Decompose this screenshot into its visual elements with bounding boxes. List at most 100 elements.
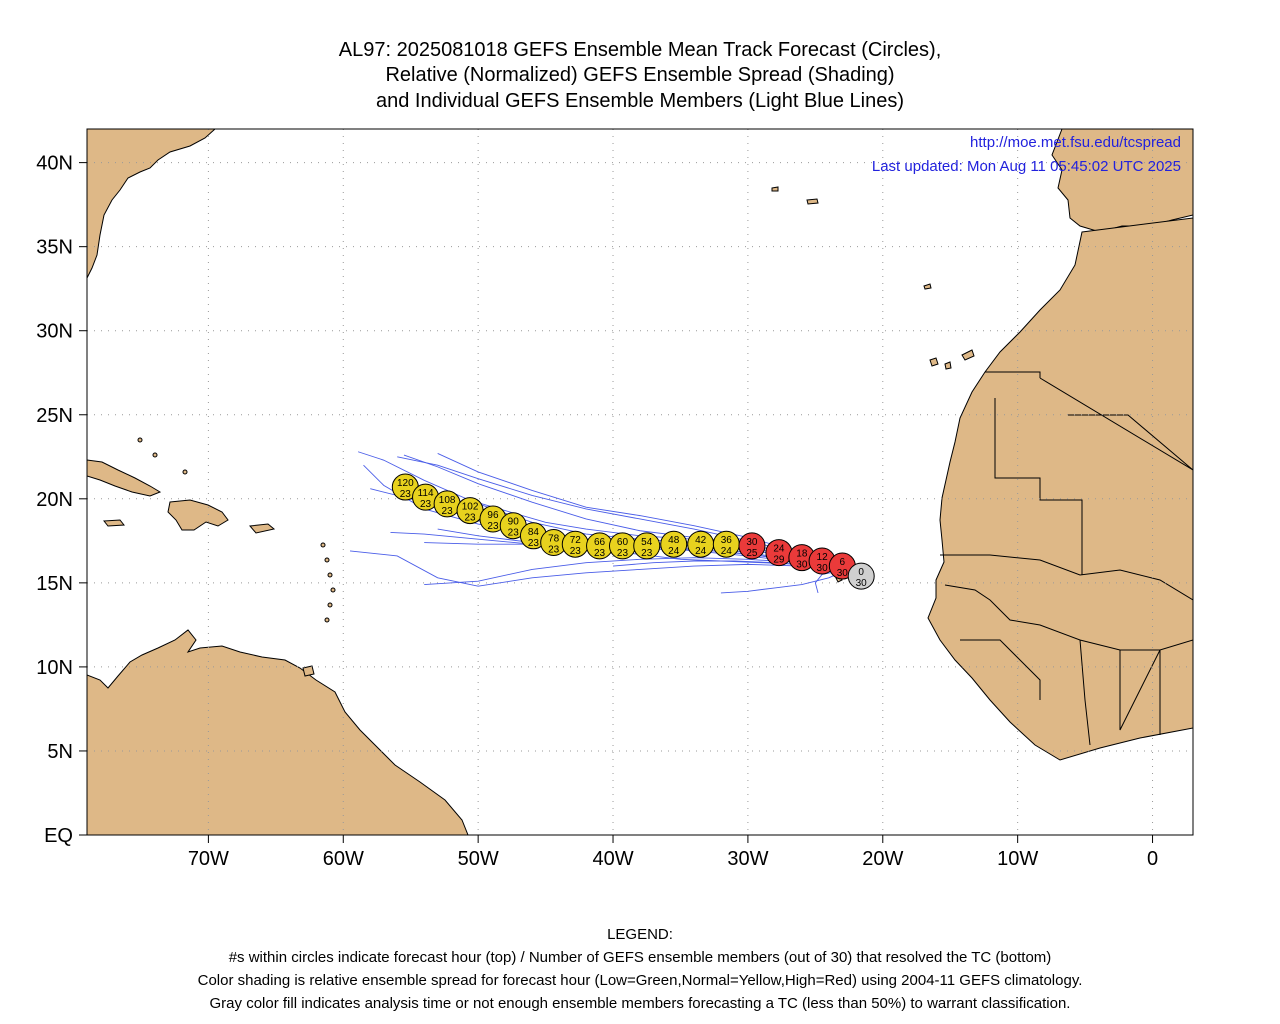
forecast-hour-label: 42 bbox=[695, 535, 707, 546]
forecast-hour-label: 12 bbox=[817, 552, 829, 563]
lat-label: 40N bbox=[36, 153, 73, 175]
lat-label: 35N bbox=[36, 237, 73, 259]
forecast-circle bbox=[847, 562, 875, 590]
azores-islands bbox=[771, 186, 819, 205]
madeira-island bbox=[923, 283, 932, 290]
map-frame bbox=[86, 128, 1194, 836]
member-count-label: 24 bbox=[695, 546, 707, 557]
forecast-hour-label: 108 bbox=[439, 495, 456, 506]
forecast-hour-label: 24 bbox=[773, 544, 785, 555]
forecast-hour-label: 30 bbox=[746, 537, 758, 548]
lesser-antilles-islands bbox=[137, 437, 336, 623]
forecast-hour-label: 96 bbox=[487, 510, 499, 521]
jamaica-landmass bbox=[103, 519, 125, 527]
forecast-hour-label: 78 bbox=[548, 534, 560, 545]
lon-label: 30W bbox=[727, 848, 768, 870]
legend-line-1: #s within circles indicate forecast hour… bbox=[228, 949, 1052, 966]
member-count-label: 23 bbox=[400, 489, 412, 500]
member-count-label: 23 bbox=[464, 513, 476, 524]
ensemble-member-track bbox=[720, 568, 848, 594]
member-count-label: 23 bbox=[528, 538, 540, 549]
forecast-hour-label: 66 bbox=[594, 537, 606, 548]
member-count-label: 24 bbox=[721, 546, 733, 557]
forecast-hour-label: 6 bbox=[840, 557, 846, 568]
forecast-circle bbox=[738, 532, 766, 560]
forecast-point: 030 bbox=[847, 562, 875, 590]
south-america-landmass bbox=[87, 629, 469, 835]
title-line-2: Relative (Normalized) GEFS Ensemble Spre… bbox=[385, 64, 895, 86]
lat-label: 5N bbox=[47, 741, 73, 763]
member-count-label: 23 bbox=[594, 548, 606, 559]
cuba-landmass bbox=[87, 459, 162, 497]
member-count-label: 25 bbox=[746, 548, 758, 559]
grid-lines bbox=[87, 129, 1193, 835]
title-line-3: and Individual GEFS Ensemble Members (Li… bbox=[375, 90, 905, 112]
credit-url[interactable]: http://moe.met.fsu.edu/tcspread bbox=[970, 134, 1181, 151]
member-count-label: 23 bbox=[548, 545, 560, 556]
africa-landmass bbox=[927, 217, 1193, 761]
land-layer bbox=[87, 129, 1193, 835]
legend-line-2: Color shading is relative ensemble sprea… bbox=[197, 972, 1083, 989]
lat-label: 15N bbox=[36, 573, 73, 595]
iberia-landmass bbox=[1051, 129, 1193, 233]
forecast-hour-label: 72 bbox=[570, 535, 582, 546]
member-count-label: 23 bbox=[487, 521, 499, 532]
member-count-label: 23 bbox=[641, 548, 653, 559]
lon-label: 0 bbox=[1147, 848, 1158, 870]
longitude-labels: 70W 60W 50W 40W 30W 20W 10W 0 bbox=[188, 835, 1158, 870]
forecast-hour-label: 36 bbox=[721, 535, 733, 546]
forecast-hour-label: 48 bbox=[668, 535, 680, 546]
member-count-label: 29 bbox=[773, 555, 785, 566]
ensemble-member-track bbox=[349, 550, 848, 587]
lat-label: 20N bbox=[36, 489, 73, 511]
canary-islands bbox=[929, 349, 975, 370]
trinidad-landmass bbox=[302, 665, 315, 677]
member-count-label: 30 bbox=[837, 568, 849, 579]
lat-label: EQ bbox=[44, 825, 73, 847]
hispaniola-landmass bbox=[167, 499, 229, 531]
forecast-hour-label: 120 bbox=[397, 478, 414, 489]
lon-label: 10W bbox=[997, 848, 1038, 870]
lat-label: 10N bbox=[36, 657, 73, 679]
legend-heading: LEGEND: bbox=[607, 926, 673, 943]
lon-label: 70W bbox=[188, 848, 229, 870]
lon-label: 50W bbox=[458, 848, 499, 870]
member-count-label: 30 bbox=[817, 563, 829, 574]
forecast-hour-label: 60 bbox=[617, 537, 629, 548]
forecast-hour-label: 84 bbox=[528, 527, 540, 538]
forecast-hour-label: 114 bbox=[418, 488, 434, 499]
forecast-hour-label: 54 bbox=[641, 537, 653, 548]
credit-updated: Last updated: Mon Aug 11 05:45:02 UTC 20… bbox=[872, 158, 1181, 175]
member-count-label: 23 bbox=[442, 506, 454, 517]
lon-label: 40W bbox=[592, 848, 633, 870]
lat-label: 30N bbox=[36, 321, 73, 343]
member-count-label: 23 bbox=[617, 548, 629, 559]
forecast-circle bbox=[633, 532, 661, 560]
legend-line-3: Gray color fill indicates analysis time … bbox=[209, 995, 1071, 1012]
lon-label: 60W bbox=[323, 848, 364, 870]
forecast-hour-label: 0 bbox=[858, 567, 864, 578]
member-count-label: 30 bbox=[796, 560, 808, 571]
forecast-hour-label: 18 bbox=[796, 549, 808, 560]
member-count-label: 23 bbox=[570, 546, 582, 557]
north-america-landmass bbox=[87, 129, 216, 279]
forecast-hour-label: 90 bbox=[508, 517, 520, 528]
puerto-rico-landmass bbox=[249, 523, 276, 534]
latitude-labels: 40N 35N 30N 25N 20N 15N 10N 5N EQ bbox=[36, 153, 87, 847]
